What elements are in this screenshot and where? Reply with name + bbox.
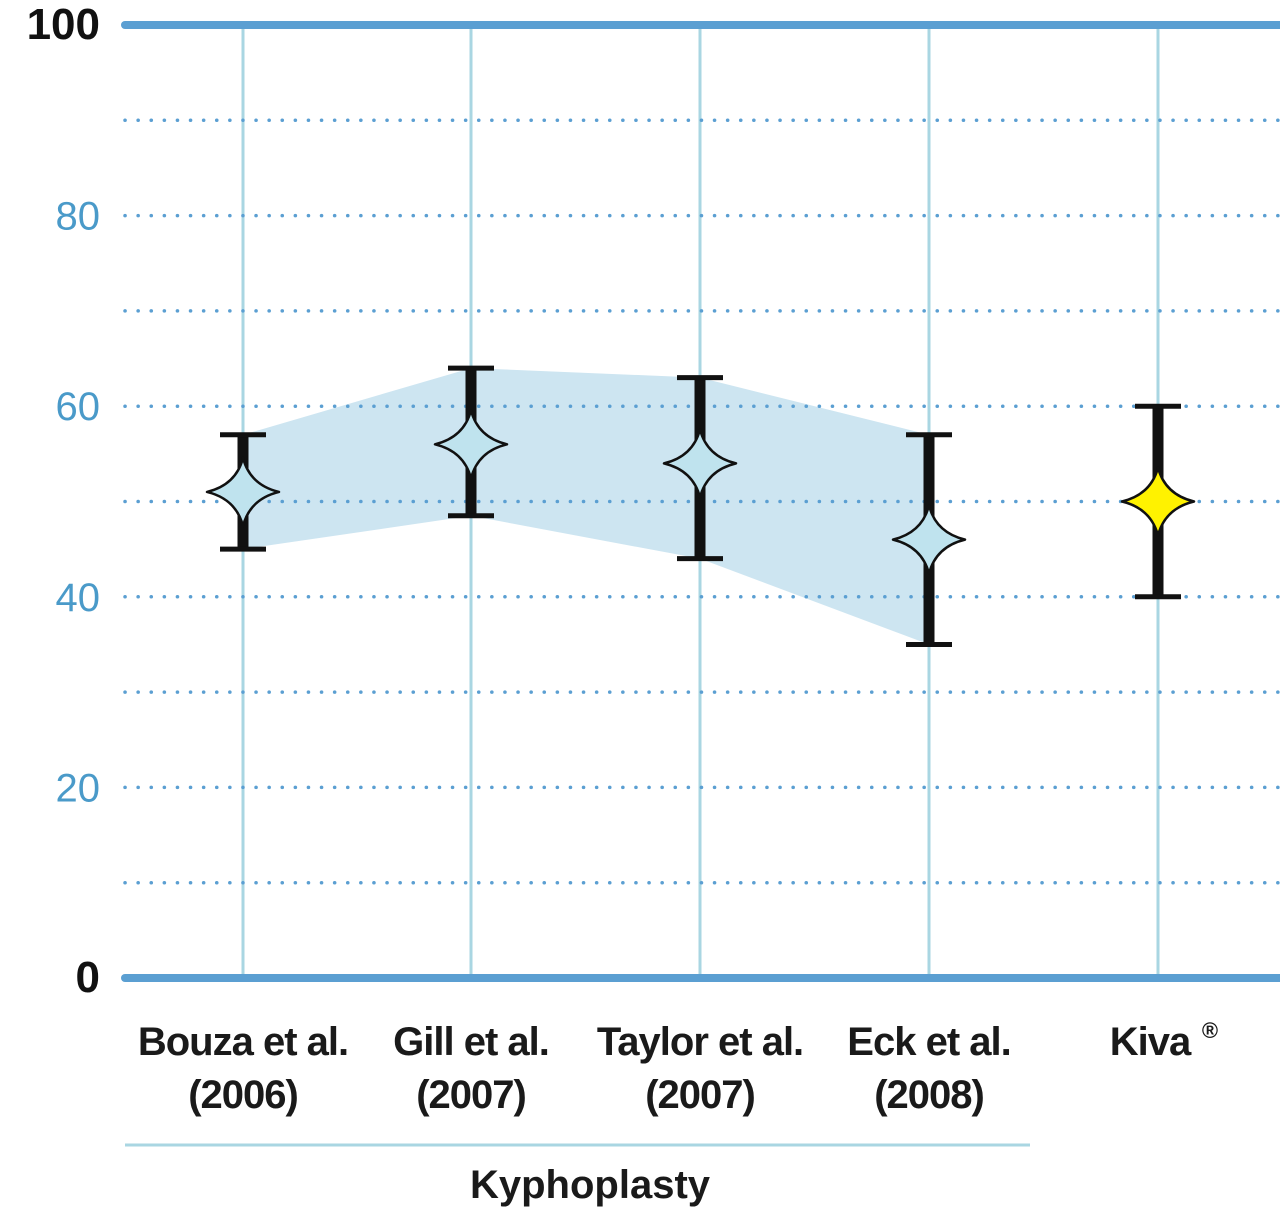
y-tick-label: 60 (56, 385, 101, 429)
x-category-label: Bouza et al. (138, 1020, 348, 1064)
x-category-label: Kiva (1110, 1020, 1192, 1064)
mean-marker (662, 428, 738, 499)
confidence-band (243, 368, 929, 645)
x-category-sublabel: (2008) (874, 1073, 984, 1117)
y-tick-label: 80 (56, 195, 101, 239)
mean-marker (891, 504, 967, 575)
mean-marker (205, 456, 281, 528)
x-category-sublabel: (2006) (188, 1073, 298, 1117)
y-tick-label: 100 (27, 0, 100, 49)
mean-marker (433, 409, 509, 480)
x-category-label: Gill et al. (393, 1020, 549, 1064)
registered-mark: ® (1202, 1018, 1218, 1043)
x-category-label: Taylor et al. (597, 1020, 803, 1064)
x-category-label: Eck et al. (847, 1020, 1010, 1064)
x-category-sublabel: (2007) (645, 1073, 755, 1117)
x-category-sublabel: (2007) (416, 1073, 526, 1117)
y-tick-label: 40 (56, 576, 101, 620)
group-label: Kyphoplasty (470, 1163, 711, 1207)
mean-marker (1120, 466, 1196, 537)
y-tick-label: 0 (76, 953, 100, 1002)
y-tick-label: 20 (56, 766, 101, 810)
